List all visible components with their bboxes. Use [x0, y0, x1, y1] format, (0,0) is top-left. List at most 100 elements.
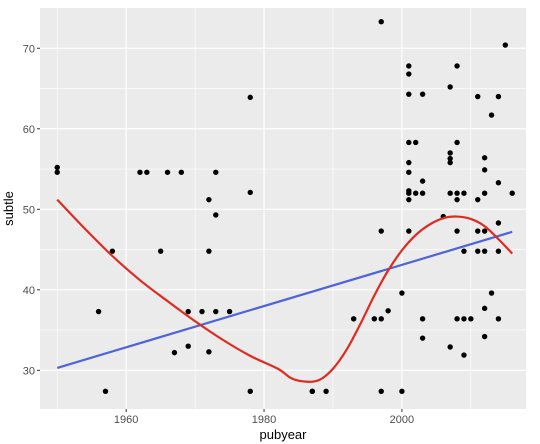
- data-point: [481, 248, 488, 254]
- data-point: [454, 190, 460, 196]
- data-point: [475, 93, 481, 100]
- y-tick-label: 70: [23, 43, 35, 55]
- data-point: [144, 169, 150, 175]
- data-point: [206, 248, 212, 254]
- data-point: [157, 248, 164, 254]
- data-point: [461, 248, 467, 254]
- data-point: [226, 308, 233, 315]
- data-point: [413, 139, 419, 146]
- data-point: [199, 308, 205, 315]
- data-point: [481, 190, 488, 196]
- data-point: [454, 63, 460, 69]
- data-point: [495, 248, 502, 254]
- data-point: [178, 169, 185, 175]
- data-point: [481, 155, 488, 161]
- smooth-fit-line: [56, 198, 514, 383]
- data-point: [495, 180, 502, 186]
- data-point: [102, 388, 109, 394]
- data-point: [406, 228, 412, 234]
- data-point: [481, 228, 488, 234]
- data-point: [371, 316, 378, 322]
- data-point: [406, 159, 412, 166]
- data-point: [447, 159, 453, 166]
- data-point: [54, 169, 60, 175]
- x-tick-label: 1960: [114, 414, 138, 426]
- data-point: [454, 196, 460, 203]
- data-point: [185, 308, 191, 315]
- data-point: [350, 316, 357, 322]
- data-point: [488, 112, 495, 118]
- x-tick-label: 1980: [252, 414, 276, 426]
- data-point: [385, 308, 391, 314]
- data-point: [164, 169, 171, 175]
- data-point: [502, 42, 509, 48]
- data-point: [495, 93, 502, 100]
- data-point: [447, 344, 453, 350]
- data-point: [481, 305, 488, 312]
- data-point: [454, 316, 460, 322]
- data-point: [206, 349, 212, 355]
- axis-ticks: 1960 1980 2000 30 40 50 60 70: [23, 43, 414, 426]
- plot-panel: [40, 8, 526, 409]
- data-point: [95, 308, 102, 315]
- data-point: [378, 228, 384, 234]
- data-point: [461, 190, 467, 196]
- data-point: [399, 388, 405, 394]
- data-point: [213, 169, 219, 175]
- data-point: [309, 388, 315, 394]
- data-point: [406, 139, 412, 146]
- data-point: [488, 290, 495, 296]
- data-point: [213, 308, 219, 315]
- data-point: [213, 212, 219, 218]
- data-point: [475, 228, 481, 234]
- data-points: [54, 18, 515, 394]
- data-point: [378, 388, 384, 394]
- data-point: [137, 169, 143, 175]
- data-point: [406, 190, 412, 196]
- data-point: [378, 18, 384, 25]
- data-point: [447, 84, 453, 90]
- data-point: [454, 139, 460, 146]
- data-point: [109, 248, 116, 254]
- data-point: [406, 71, 412, 77]
- data-point: [454, 228, 460, 234]
- data-point: [447, 155, 453, 162]
- data-point: [481, 333, 488, 340]
- data-point: [54, 164, 60, 171]
- data-point: [247, 189, 253, 196]
- data-point: [495, 316, 502, 322]
- data-point: [206, 196, 212, 203]
- data-point: [406, 196, 412, 203]
- x-axis-title: pubyear: [260, 427, 308, 442]
- data-point: [171, 349, 178, 356]
- data-point: [413, 190, 419, 196]
- data-point: [247, 388, 253, 394]
- data-point: [185, 343, 191, 349]
- data-point: [419, 91, 426, 97]
- y-tick-label: 40: [23, 285, 35, 297]
- data-point: [509, 190, 515, 196]
- data-point: [447, 190, 453, 196]
- data-point: [468, 316, 474, 322]
- y-axis-title: subtle: [1, 191, 16, 226]
- data-point: [475, 248, 481, 254]
- y-tick-label: 50: [23, 204, 35, 216]
- data-point: [475, 196, 481, 203]
- x-tick-label: 2000: [390, 414, 414, 426]
- data-point: [247, 94, 253, 101]
- data-point: [399, 290, 405, 296]
- data-point: [378, 316, 384, 322]
- y-tick-label: 30: [23, 365, 35, 377]
- data-point: [419, 316, 426, 322]
- data-point: [419, 178, 426, 184]
- grid-lines: [40, 8, 526, 409]
- data-point: [323, 388, 329, 394]
- data-point: [447, 150, 453, 156]
- data-point: [419, 190, 426, 196]
- data-point: [495, 220, 502, 226]
- data-point: [419, 335, 426, 341]
- data-point: [461, 316, 467, 322]
- data-point: [406, 169, 412, 175]
